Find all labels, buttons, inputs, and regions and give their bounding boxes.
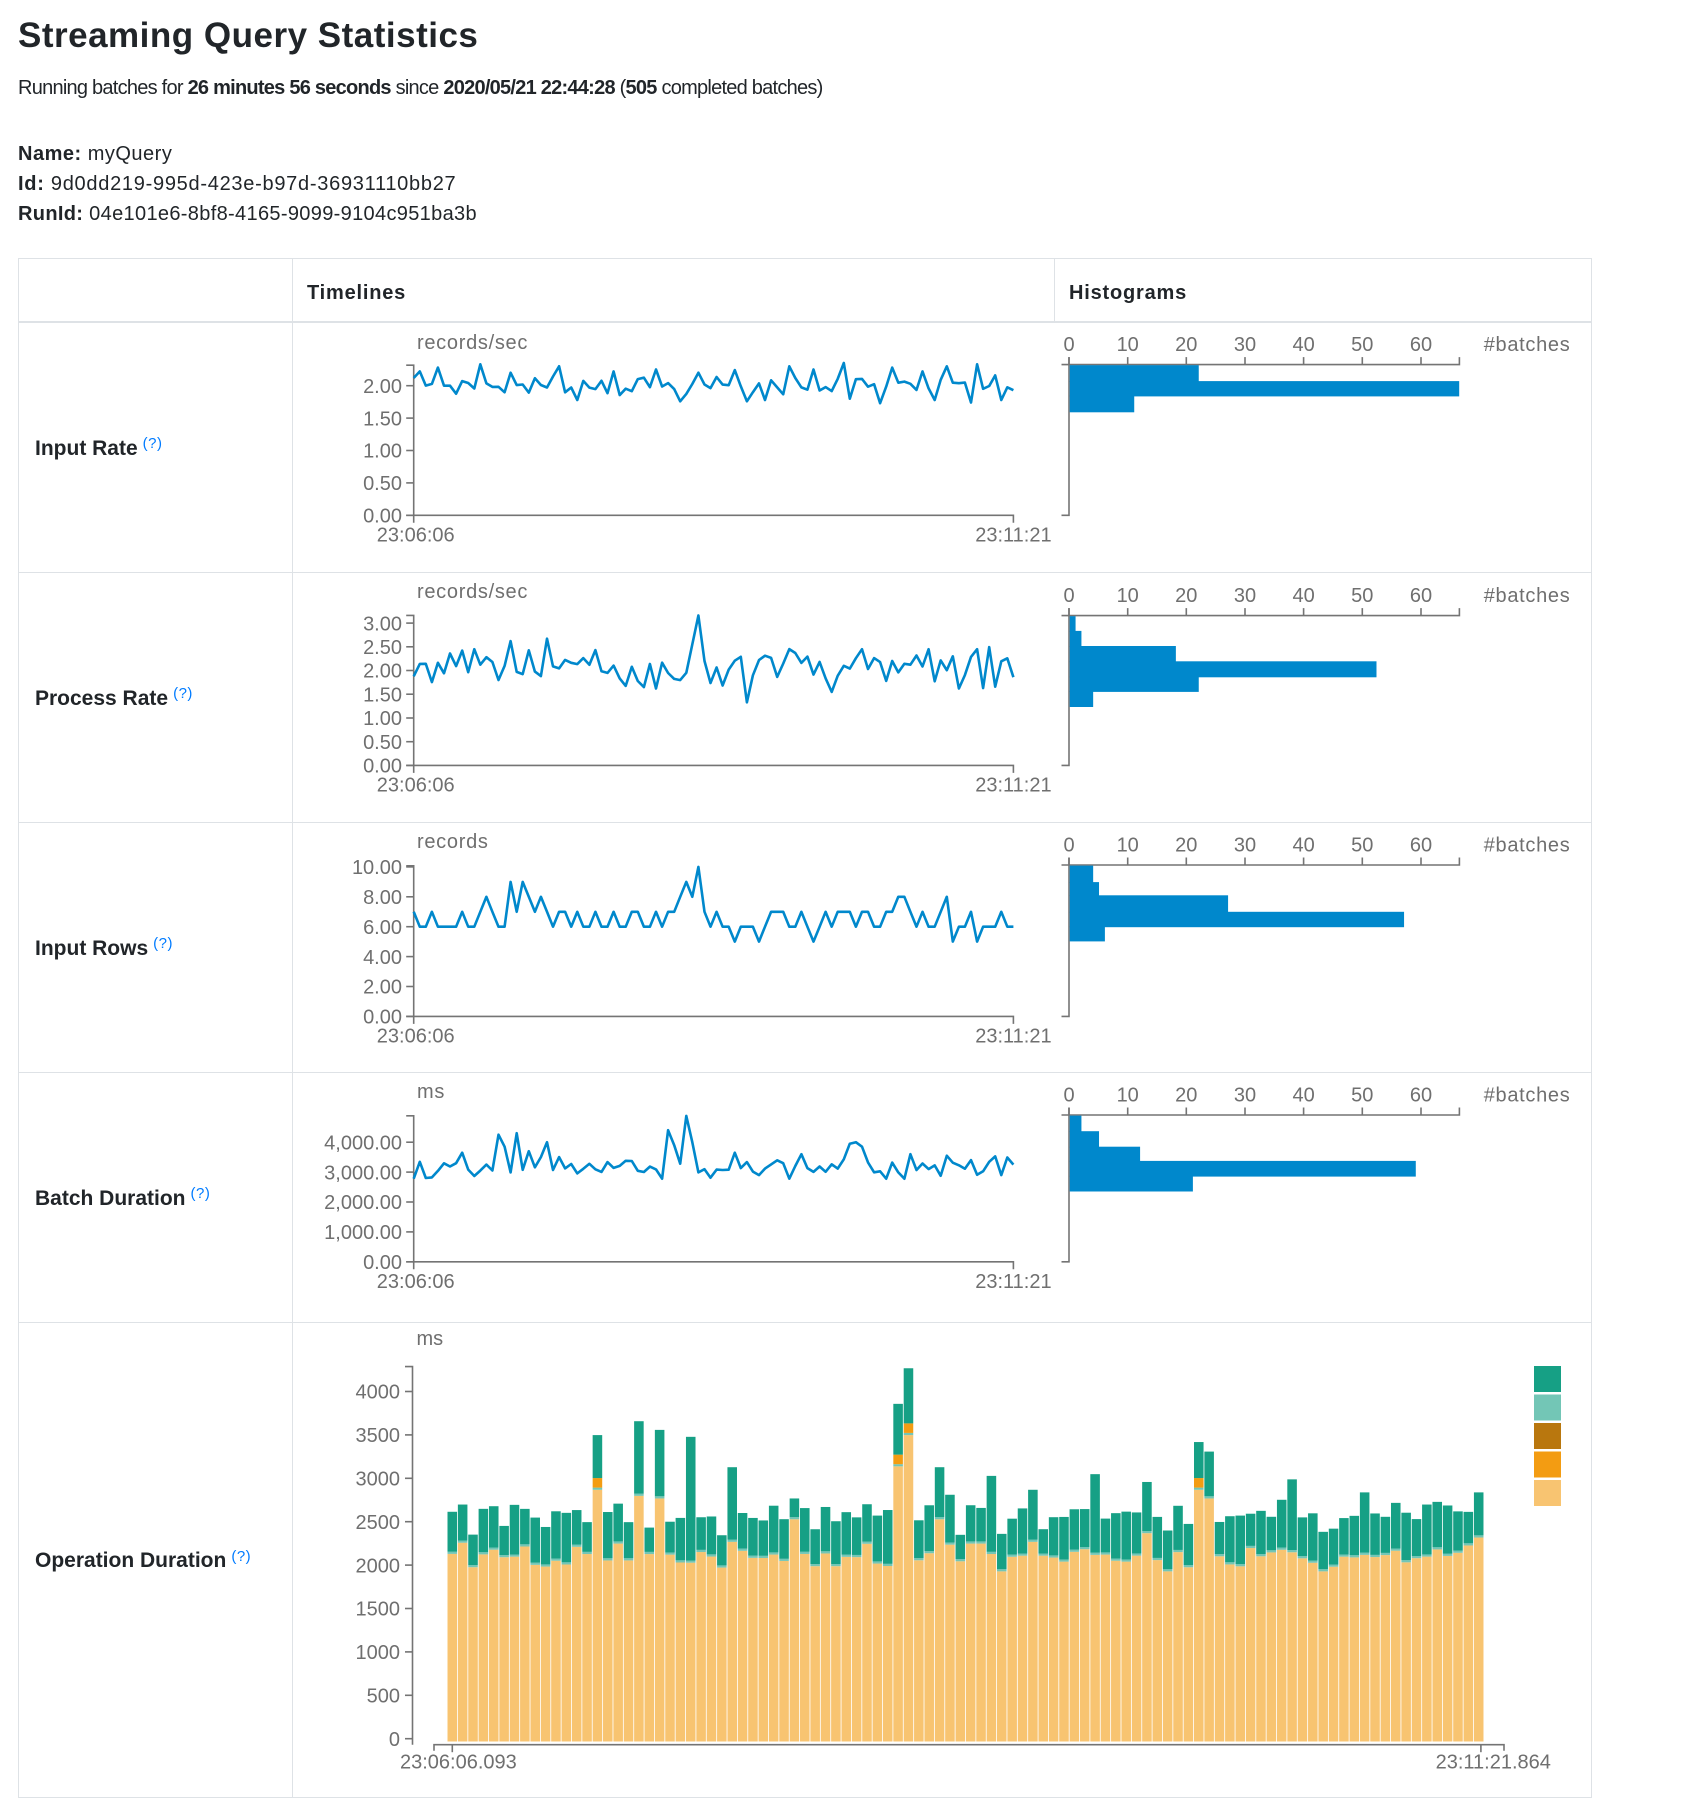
svg-text:3000: 3000	[356, 1469, 401, 1491]
svg-text:2.00: 2.00	[363, 376, 402, 398]
svg-text:0.00: 0.00	[363, 1252, 402, 1274]
svg-text:30: 30	[1234, 334, 1256, 356]
svg-text:4000: 4000	[356, 1382, 401, 1404]
svg-text:2.00: 2.00	[363, 977, 402, 999]
svg-text:23:11:21: 23:11:21	[975, 1025, 1051, 1047]
svg-text:20: 20	[1175, 585, 1197, 607]
svg-text:#batches: #batches	[1484, 585, 1571, 607]
svg-text:0: 0	[389, 1729, 400, 1751]
svg-text:30: 30	[1234, 585, 1256, 607]
svg-text:records/sec: records/sec	[417, 581, 528, 603]
svg-text:records/sec: records/sec	[417, 332, 528, 354]
svg-text:records: records	[417, 831, 489, 853]
svg-text:ms: ms	[417, 1081, 445, 1103]
svg-text:50: 50	[1351, 334, 1373, 356]
svg-text:2,000.00: 2,000.00	[324, 1192, 402, 1214]
svg-text:3,000.00: 3,000.00	[324, 1162, 402, 1184]
svg-text:3.00: 3.00	[363, 613, 402, 635]
svg-text:ms: ms	[417, 1328, 444, 1350]
svg-text:#batches: #batches	[1484, 334, 1571, 356]
svg-text:23:06:06: 23:06:06	[377, 524, 455, 546]
svg-text:0.50: 0.50	[363, 732, 402, 754]
svg-text:10: 10	[1117, 334, 1139, 356]
svg-text:0.00: 0.00	[363, 506, 402, 528]
svg-text:2.00: 2.00	[363, 661, 402, 683]
svg-text:10: 10	[1117, 835, 1139, 857]
svg-text:60: 60	[1410, 835, 1432, 857]
svg-text:23:06:06: 23:06:06	[377, 774, 455, 796]
svg-text:1.00: 1.00	[363, 441, 402, 463]
svg-text:60: 60	[1410, 585, 1432, 607]
svg-text:0.00: 0.00	[363, 1007, 402, 1029]
svg-text:10: 10	[1117, 1085, 1139, 1107]
svg-text:0: 0	[1063, 1085, 1074, 1107]
svg-text:4.00: 4.00	[363, 947, 402, 969]
svg-text:50: 50	[1351, 1085, 1373, 1107]
svg-text:20: 20	[1175, 835, 1197, 857]
svg-text:2000: 2000	[356, 1555, 401, 1577]
svg-text:0.00: 0.00	[363, 756, 402, 778]
svg-text:1.50: 1.50	[363, 408, 402, 430]
svg-text:30: 30	[1234, 835, 1256, 857]
svg-text:50: 50	[1351, 835, 1373, 857]
svg-text:20: 20	[1175, 1085, 1197, 1107]
svg-text:20: 20	[1175, 334, 1197, 356]
svg-text:23:11:21: 23:11:21	[975, 524, 1051, 546]
svg-text:0.50: 0.50	[363, 473, 402, 495]
svg-text:60: 60	[1410, 334, 1432, 356]
svg-text:23:11:21.864: 23:11:21.864	[1436, 1751, 1551, 1773]
svg-text:40: 40	[1292, 1085, 1314, 1107]
svg-text:8.00: 8.00	[363, 887, 402, 909]
svg-text:4,000.00: 4,000.00	[324, 1132, 402, 1154]
svg-text:2.50: 2.50	[363, 637, 402, 659]
svg-text:40: 40	[1292, 334, 1314, 356]
svg-text:23:11:21: 23:11:21	[975, 774, 1051, 796]
svg-text:0: 0	[1063, 334, 1074, 356]
svg-text:6.00: 6.00	[363, 917, 402, 939]
svg-text:40: 40	[1292, 585, 1314, 607]
svg-text:10: 10	[1117, 585, 1139, 607]
svg-text:10.00: 10.00	[352, 857, 402, 879]
svg-text:0: 0	[1063, 585, 1074, 607]
svg-text:2500: 2500	[356, 1512, 401, 1534]
svg-text:23:06:06: 23:06:06	[377, 1271, 455, 1293]
svg-text:23:11:21: 23:11:21	[975, 1271, 1051, 1293]
svg-text:40: 40	[1292, 835, 1314, 857]
svg-text:30: 30	[1234, 1085, 1256, 1107]
svg-text:#batches: #batches	[1484, 835, 1571, 857]
svg-text:1500: 1500	[356, 1599, 401, 1621]
svg-text:3500: 3500	[356, 1425, 401, 1447]
svg-text:23:06:06: 23:06:06	[377, 1025, 455, 1047]
svg-text:1000: 1000	[356, 1642, 401, 1664]
svg-text:1.00: 1.00	[363, 708, 402, 730]
svg-text:1.50: 1.50	[363, 684, 402, 706]
svg-text:0: 0	[1063, 835, 1074, 857]
svg-text:1,000.00: 1,000.00	[324, 1222, 402, 1244]
svg-text:50: 50	[1351, 585, 1373, 607]
svg-text:#batches: #batches	[1484, 1085, 1571, 1107]
svg-text:23:06:06.093: 23:06:06.093	[400, 1751, 517, 1773]
svg-text:60: 60	[1410, 1085, 1432, 1107]
svg-text:500: 500	[367, 1686, 400, 1708]
